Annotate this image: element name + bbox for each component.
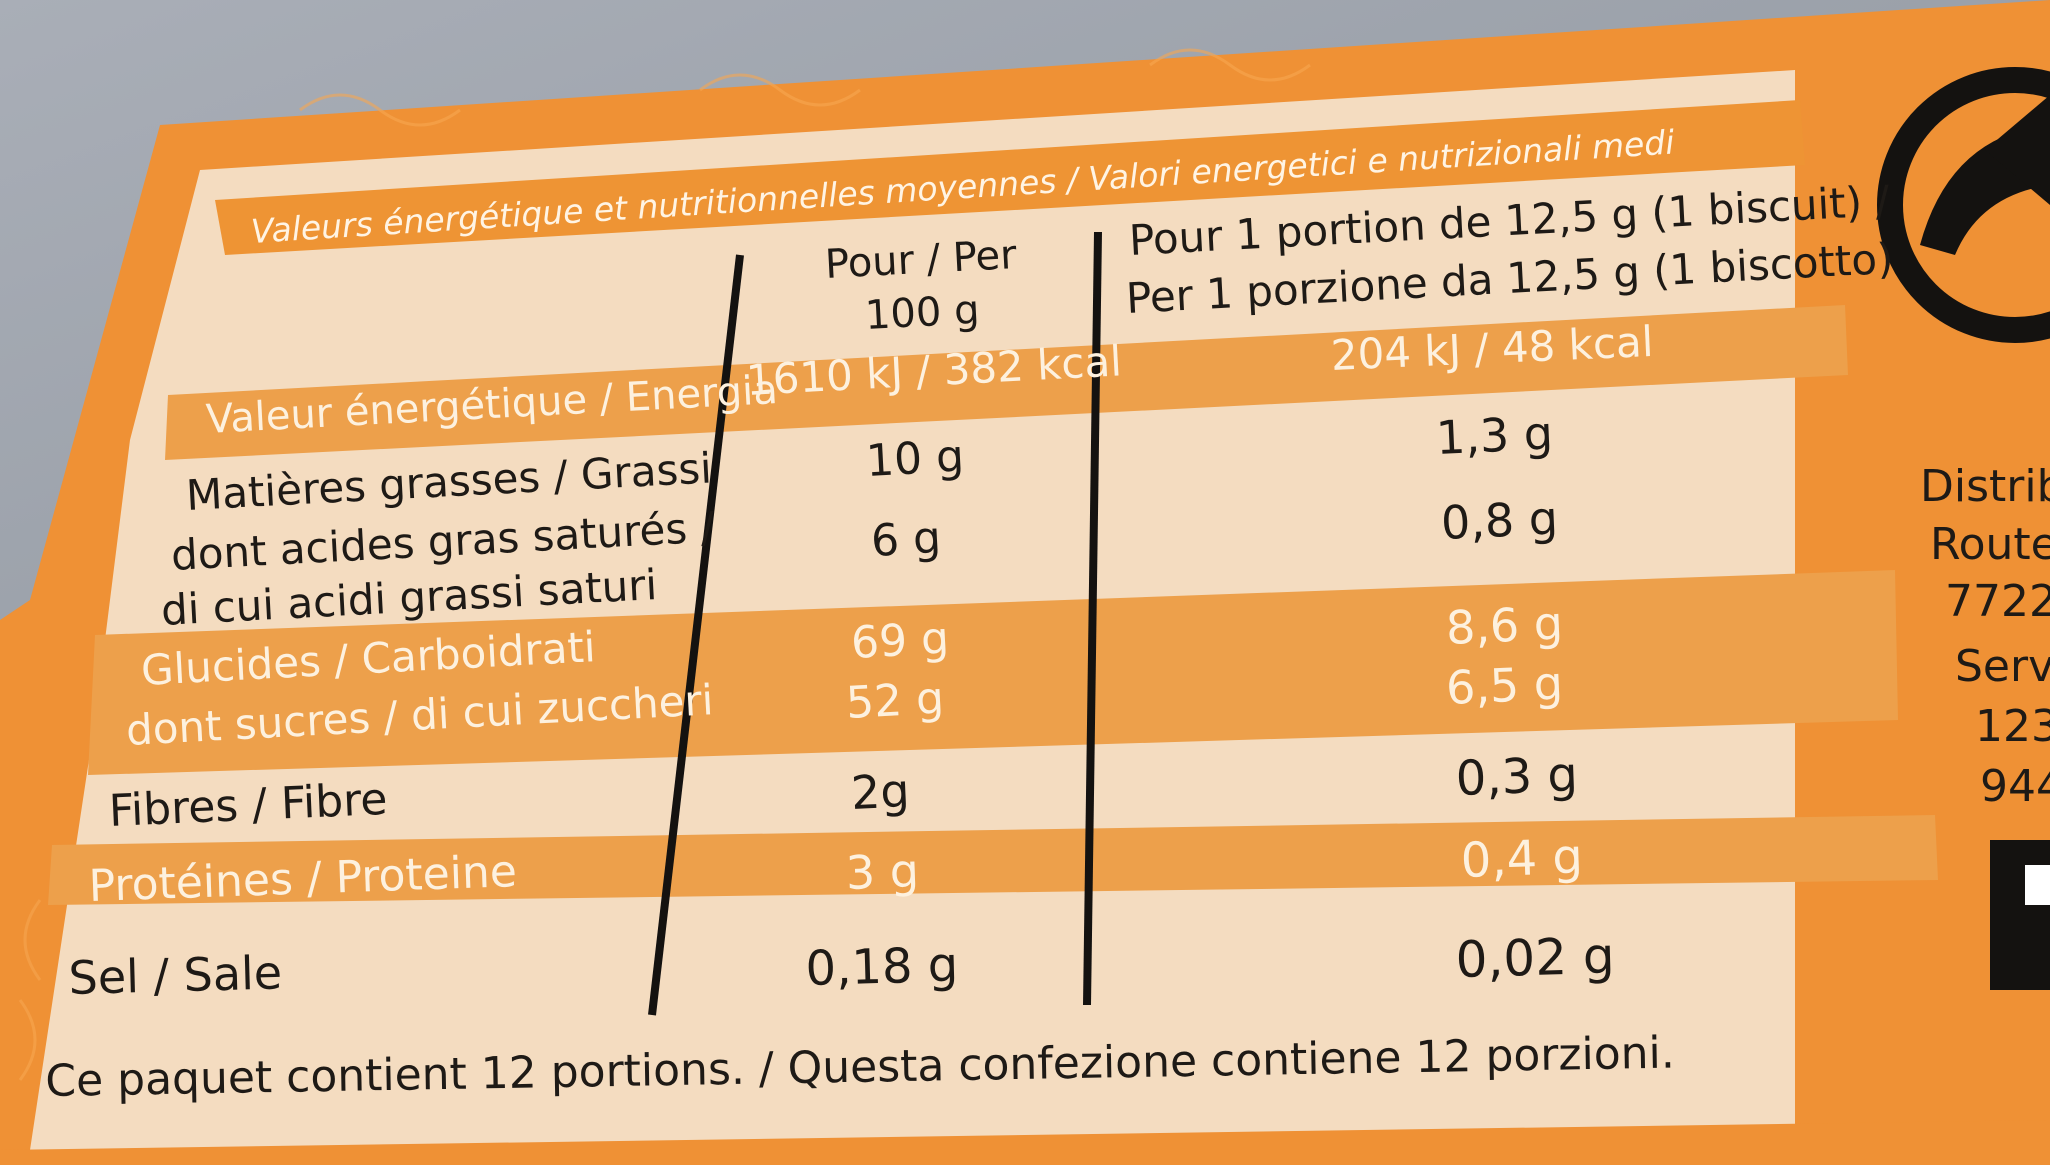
side-text-1: Distrib [1920,461,2050,512]
col1-header-line1: Pour / Per [823,232,1018,288]
row-fat-per100: 10 g [864,430,966,487]
recycling-arrow-icon [1877,67,2050,343]
side-text-2: Route [1930,519,2050,570]
row-salt-portion: 0,02 g [1454,926,1616,989]
row-saturated-portion: 0,8 g [1439,490,1560,550]
side-text-3: 7722 [1945,576,2050,627]
row-fibre-per100: 2g [849,763,911,820]
row-salt-per100: 0,18 g [804,937,959,997]
row-saturated-per100: 6 g [869,512,943,567]
side-text-6: 944 [1980,761,2050,812]
row-carbs-per100-2: 52 g [844,672,946,729]
row-fat-portion: 1,3 g [1434,405,1555,465]
row-fibre-portion: 0,3 g [1454,746,1579,807]
row-protein-portion: 0,4 g [1459,828,1584,889]
row-fibre-label: Fibres / Fibre [107,773,389,837]
side-text-4: Serv [1955,641,2050,692]
row-salt-label: Sel / Sale [67,945,283,1005]
side-text-5: 123 [1975,701,2050,752]
row-carbs-portion-2: 6,5 g [1444,655,1565,715]
row-carbs-portion-1: 8,6 g [1444,595,1565,655]
row-carbs-per100-1: 69 g [849,612,951,669]
row-protein-per100: 3 g [844,843,920,900]
col1-header-line2: 100 g [863,287,981,339]
